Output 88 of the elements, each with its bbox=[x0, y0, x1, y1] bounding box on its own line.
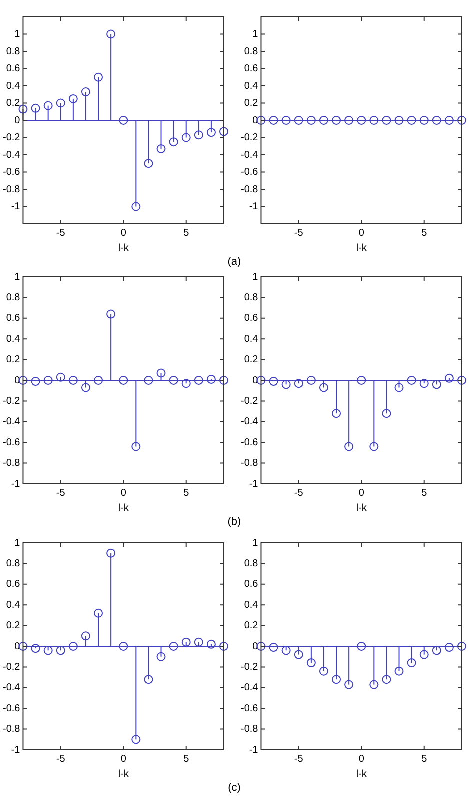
y-tick-label: -0.8 bbox=[2, 184, 21, 196]
x-axis-title: l-k bbox=[118, 242, 130, 254]
y-tick-label: 0.2 bbox=[244, 98, 259, 109]
text: (b) bbox=[226, 516, 242, 528]
y-tick-label: -0.6 bbox=[2, 703, 21, 714]
x-tick-label: 0 bbox=[120, 754, 127, 765]
y-tick-label: 0.4 bbox=[6, 600, 21, 611]
y-tick-label: 1 bbox=[252, 272, 259, 283]
y-tick-label: -0.2 bbox=[2, 396, 21, 407]
y-tick-label: -0.2 bbox=[240, 132, 259, 144]
y-tick-label: -0.8 bbox=[240, 458, 259, 470]
y-tick-label: -0.4 bbox=[240, 682, 259, 694]
x-tick-label: -5 bbox=[294, 488, 304, 499]
y-tick-label: 1 bbox=[14, 29, 21, 40]
y-tick-label: -1 bbox=[11, 202, 21, 212]
y-tick-label: 0.4 bbox=[6, 80, 21, 92]
y-tick-label: -1 bbox=[249, 202, 259, 212]
y-tick-label: 0.8 bbox=[244, 292, 259, 304]
y-tick-label: 0.6 bbox=[6, 579, 21, 590]
y-tick-label: 0.4 bbox=[244, 600, 259, 611]
y-tick-label: -0.4 bbox=[2, 150, 21, 161]
y-tick-label: 1 bbox=[252, 29, 259, 40]
y-tick-label: 0.2 bbox=[6, 354, 21, 366]
y-tick-label: 0.6 bbox=[6, 64, 21, 74]
y-tick-label: 0.2 bbox=[6, 98, 21, 109]
y-tick-label: 1 bbox=[252, 538, 259, 549]
x-tick-label: 0 bbox=[358, 228, 365, 239]
y-tick-label: 0.2 bbox=[244, 620, 259, 632]
x-tick-label: 5 bbox=[184, 228, 190, 239]
y-tick-label: -0.8 bbox=[240, 724, 259, 736]
y-tick-label: -1 bbox=[249, 478, 259, 490]
y-tick-label: -1 bbox=[11, 744, 21, 756]
x-tick-label: 5 bbox=[422, 488, 428, 499]
x-tick-label: 0 bbox=[358, 488, 365, 499]
x-tick-label: 0 bbox=[120, 488, 127, 499]
text: (a) bbox=[226, 256, 242, 268]
y-tick-label: -1 bbox=[249, 744, 259, 756]
y-tick-label: -0.6 bbox=[2, 167, 21, 178]
y-tick-label: -0.2 bbox=[240, 396, 259, 407]
text: (c) bbox=[227, 782, 242, 794]
y-tick-label: -0.8 bbox=[2, 458, 21, 470]
y-tick-label: 1 bbox=[14, 272, 21, 283]
x-tick-label: -5 bbox=[294, 754, 304, 765]
x-tick-label: 0 bbox=[358, 754, 365, 765]
x-tick-label: -5 bbox=[56, 488, 66, 499]
y-tick-label: 0.8 bbox=[6, 46, 21, 58]
x-tick-label: 5 bbox=[422, 754, 428, 765]
x-tick-label: -5 bbox=[56, 754, 66, 765]
y-tick-label: -0.4 bbox=[2, 682, 21, 694]
y-tick-label: -0.4 bbox=[240, 150, 259, 161]
y-tick-label: 0.4 bbox=[244, 80, 259, 92]
x-axis-title: l-k bbox=[118, 502, 130, 514]
y-tick-label: -0.2 bbox=[2, 132, 21, 144]
y-tick-label: 0.6 bbox=[244, 313, 259, 324]
x-tick-label: -5 bbox=[294, 228, 304, 239]
y-tick-label: -0.2 bbox=[2, 662, 21, 673]
y-tick-label: -0.6 bbox=[240, 703, 259, 714]
y-tick-label: -0.6 bbox=[240, 167, 259, 178]
y-tick-label: -0.8 bbox=[2, 724, 21, 736]
y-tick-label: -0.4 bbox=[240, 416, 259, 428]
x-axis-title: l-k bbox=[118, 768, 130, 780]
x-tick-label: 0 bbox=[120, 228, 127, 239]
x-axis-title: l-k bbox=[356, 502, 368, 514]
x-tick-label: 5 bbox=[422, 228, 428, 239]
y-tick-label: -0.6 bbox=[2, 437, 21, 448]
y-tick-label: -0.2 bbox=[240, 662, 259, 673]
y-tick-label: 0.4 bbox=[6, 334, 21, 345]
y-tick-label: 0.8 bbox=[244, 46, 259, 58]
y-tick-label: 0.8 bbox=[244, 558, 259, 570]
y-tick-label: -0.6 bbox=[240, 437, 259, 448]
y-tick-label: 0.8 bbox=[6, 558, 21, 570]
x-tick-label: 5 bbox=[184, 754, 190, 765]
y-tick-label: 0.4 bbox=[244, 334, 259, 345]
x-axis-title: l-k bbox=[356, 242, 368, 254]
y-tick-label: 0 bbox=[14, 115, 21, 126]
y-tick-label: 1 bbox=[14, 538, 21, 549]
y-tick-label: 0.2 bbox=[244, 354, 259, 366]
y-tick-label: -0.4 bbox=[2, 416, 21, 428]
y-tick-label: 0.6 bbox=[244, 64, 259, 74]
x-tick-label: -5 bbox=[56, 228, 66, 239]
y-tick-label: 0.2 bbox=[6, 620, 21, 632]
y-tick-label: -1 bbox=[11, 478, 21, 490]
y-tick-label: 0.8 bbox=[6, 292, 21, 304]
x-axis-title: l-k bbox=[356, 768, 368, 780]
y-tick-label: 0.6 bbox=[244, 579, 259, 590]
y-tick-label: -0.8 bbox=[240, 184, 259, 196]
y-tick-label: 0.6 bbox=[6, 313, 21, 324]
x-tick-label: 5 bbox=[184, 488, 190, 499]
